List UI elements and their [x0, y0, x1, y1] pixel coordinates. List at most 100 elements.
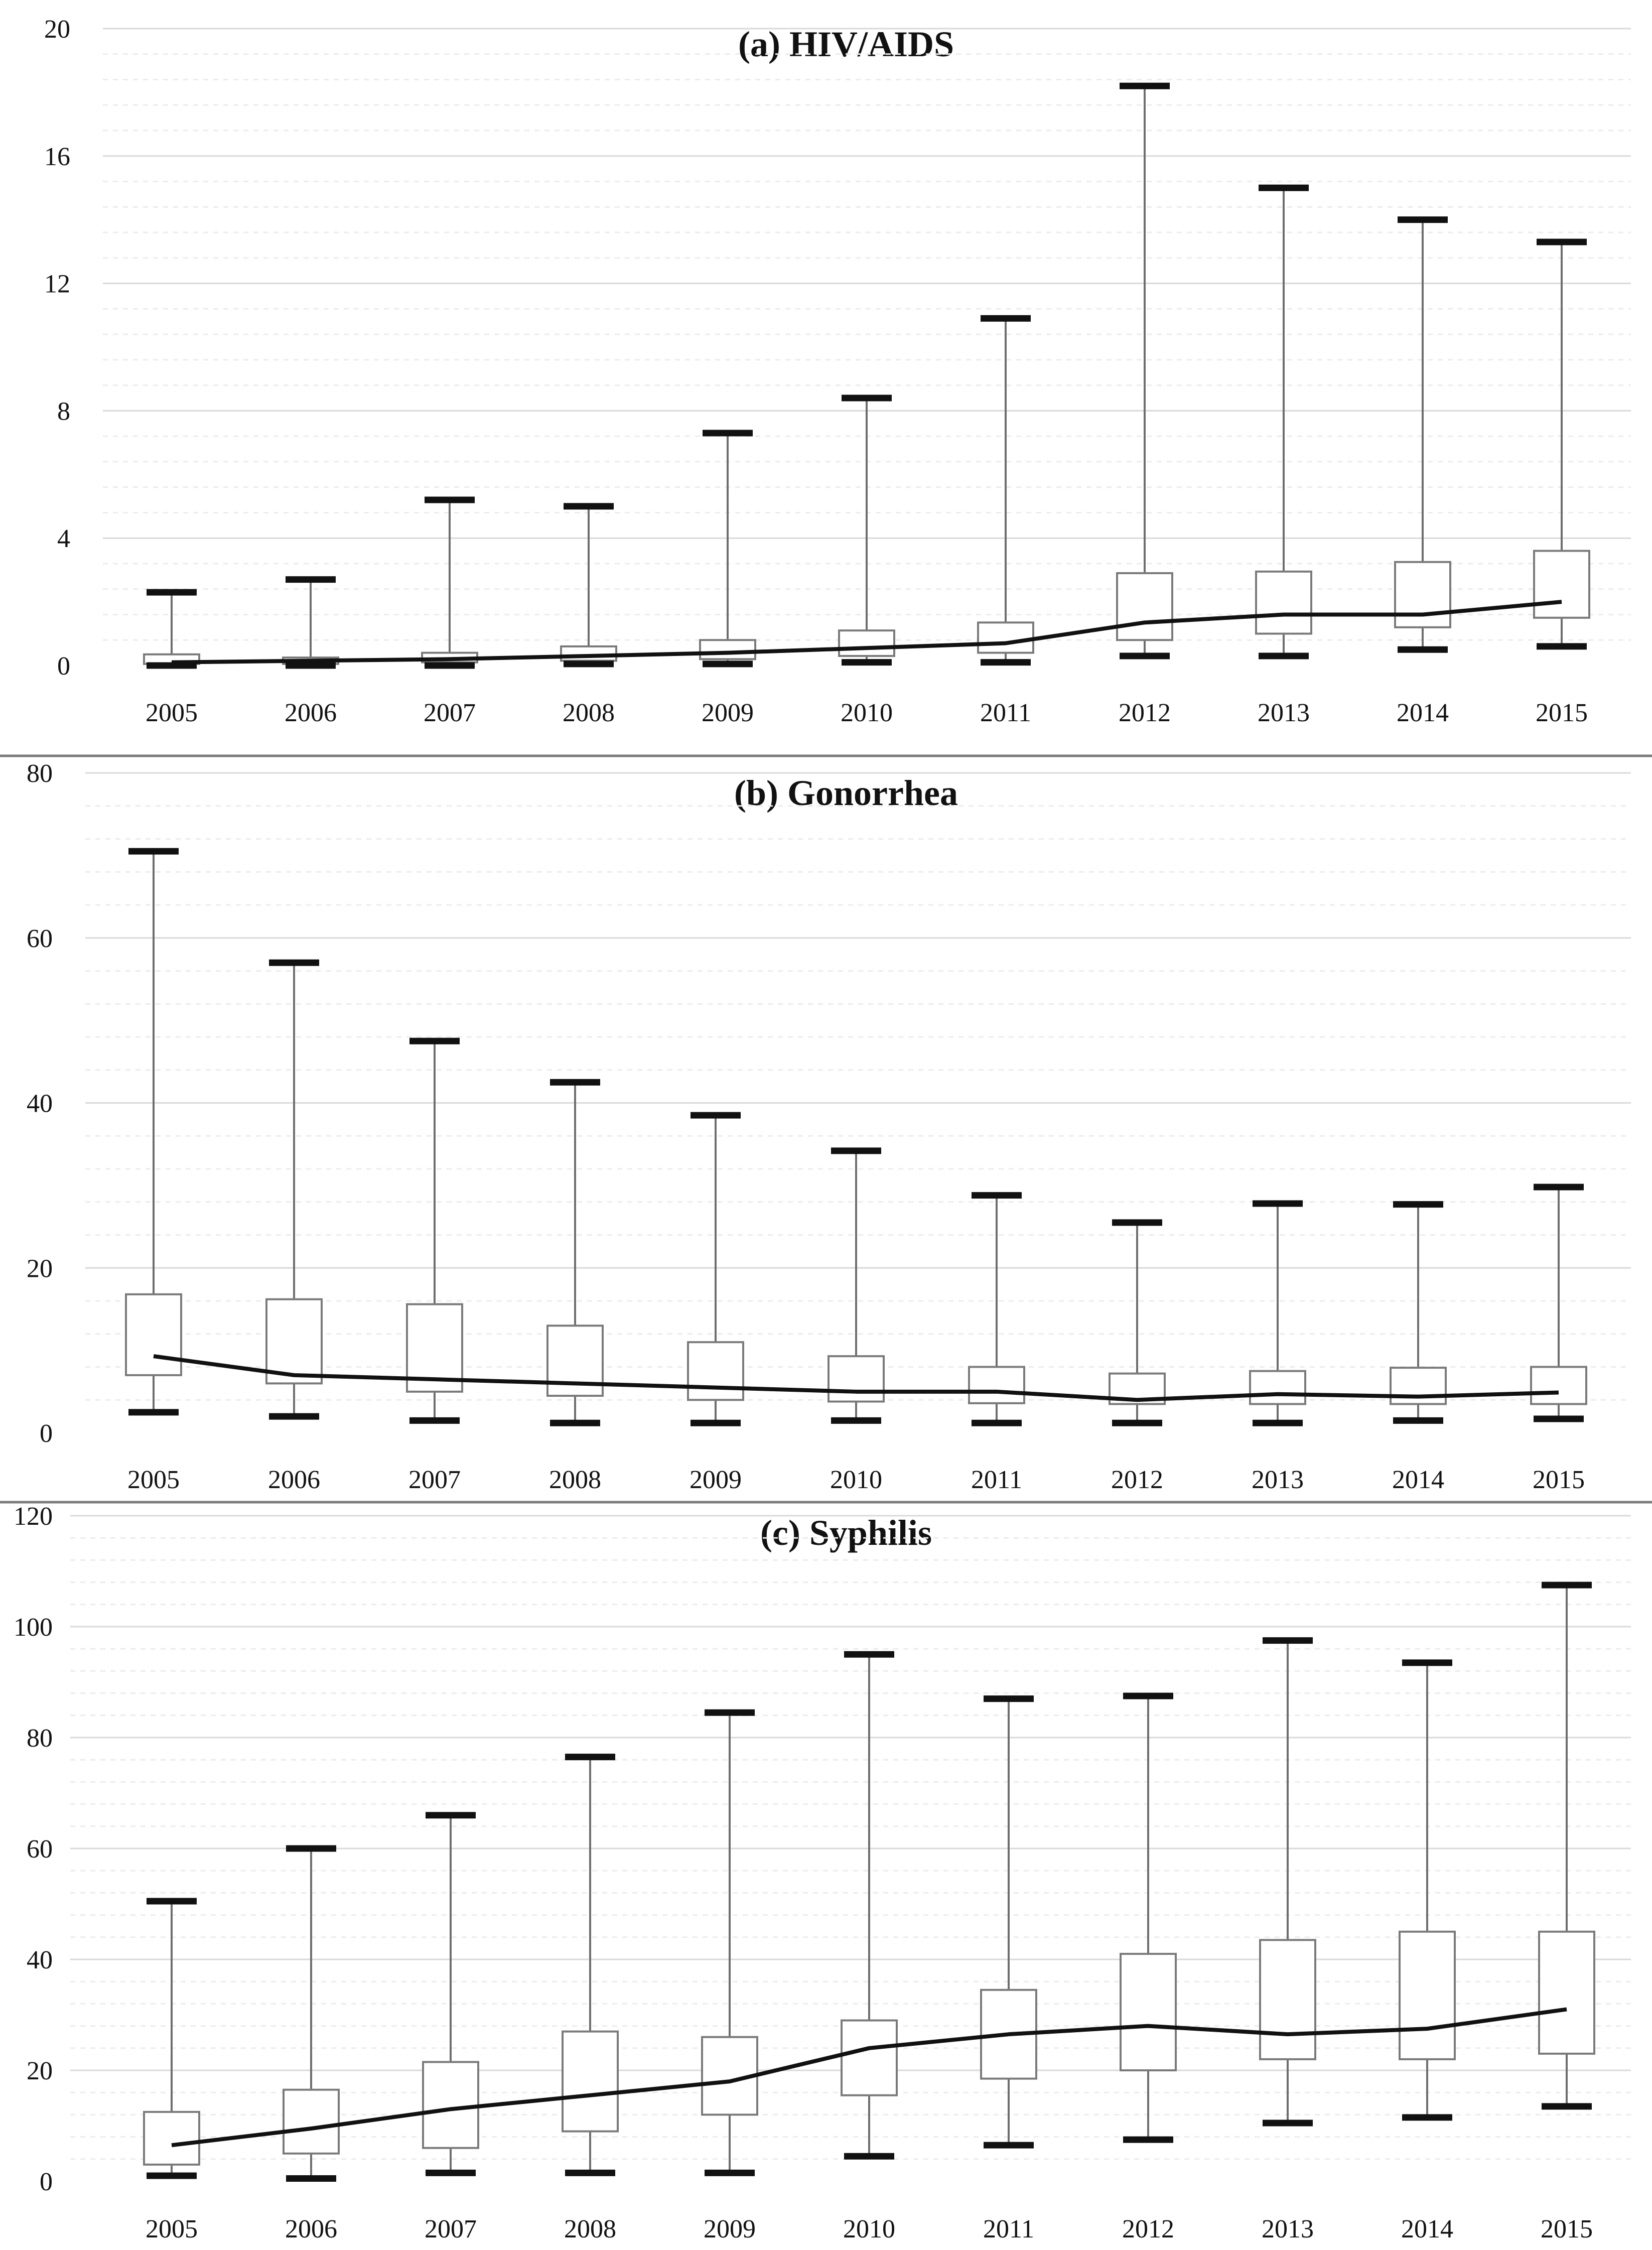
- x-tick-label: 2006: [285, 699, 337, 727]
- x-tick-label: 2005: [146, 699, 198, 727]
- box-iqr: [968, 1366, 1025, 1404]
- panel-title: (a) HIV/AIDS: [738, 24, 954, 64]
- box-iqr: [283, 2088, 340, 2155]
- x-tick-label: 2005: [146, 2215, 198, 2243]
- y-tick-label: 40: [27, 1946, 53, 1974]
- box-plot-2010: [841, 1651, 898, 2160]
- box-iqr: [687, 1341, 744, 1401]
- box-plot-2007: [406, 1037, 463, 1424]
- x-tick-label: 2010: [841, 699, 893, 727]
- y-tick-label: 100: [14, 1613, 53, 1642]
- y-tick-label: 40: [27, 1090, 53, 1118]
- x-tick-label: 2011: [980, 699, 1031, 727]
- y-tick-label: 4: [57, 524, 70, 553]
- box-plot-2008: [546, 1079, 604, 1426]
- box-plot-2011: [968, 1192, 1025, 1426]
- box-iqr: [1259, 1939, 1316, 2060]
- box-plot-2005: [143, 1898, 200, 2179]
- panel-title: (b) Gonorrhea: [734, 773, 958, 813]
- x-tick-label: 2009: [704, 2215, 756, 2243]
- box-plot-2008: [562, 1754, 619, 2176]
- box-iqr: [1394, 561, 1451, 628]
- y-tick-label: 20: [27, 1254, 53, 1283]
- x-tick-label: 2013: [1252, 1466, 1304, 1494]
- x-tick-label: 2014: [1397, 699, 1449, 727]
- box-iqr: [125, 1293, 182, 1376]
- panel-hiv-aids: (a) HIV/AIDS 0 4 8 12 16 20 2005 2006 2007 2008 2…: [44, 15, 1631, 727]
- box-iqr: [1249, 1370, 1306, 1405]
- x-tick-label: 2012: [1122, 2215, 1174, 2243]
- x-tick-label: 2005: [127, 1466, 180, 1494]
- x-tick-label: 2015: [1533, 1466, 1585, 1494]
- box-iqr: [1120, 1952, 1177, 2071]
- box-iqr: [1530, 1366, 1587, 1405]
- median-line: [171, 600, 1562, 665]
- x-tick-label: 2006: [268, 1466, 320, 1494]
- box-iqr: [838, 629, 895, 657]
- box-plot-2006: [282, 576, 339, 669]
- y-tick-label: 12: [44, 270, 70, 299]
- x-tick-label: 2014: [1392, 1466, 1444, 1494]
- box-plot-2006: [283, 1845, 340, 2182]
- box-plot-2012: [1109, 1219, 1166, 1426]
- x-tick-label: 2015: [1541, 2215, 1593, 2243]
- box-plot-2010: [838, 394, 895, 666]
- box-plot-2010: [828, 1147, 885, 1424]
- box-plot-2009: [701, 1709, 758, 2176]
- box-iqr: [422, 2061, 479, 2149]
- box-plot-2011: [977, 315, 1034, 666]
- x-tick-label: 2007: [424, 699, 476, 727]
- x-tick-label: 2012: [1119, 699, 1171, 727]
- box-iqr: [1255, 570, 1312, 635]
- y-tick-label: 20: [27, 2057, 53, 2085]
- box-plot-2011: [980, 1695, 1037, 2149]
- x-tick-label: 2010: [843, 2215, 895, 2243]
- box-iqr: [1399, 1930, 1456, 2060]
- x-tick-label: 2011: [983, 2215, 1034, 2243]
- box-iqr: [562, 2030, 619, 2133]
- box-plot-2008: [560, 503, 617, 668]
- median-line: [171, 2007, 1567, 2148]
- box-plot-2013: [1249, 1200, 1306, 1426]
- box-plot-2014: [1390, 1201, 1447, 1424]
- x-tick-label: 2007: [408, 1466, 461, 1494]
- box-plot-2013: [1255, 184, 1312, 659]
- box-plot-2015: [1538, 1581, 1595, 2110]
- y-tick-label: 80: [27, 759, 53, 788]
- box-plot-2013: [1259, 1637, 1316, 2127]
- x-tick-label: 2006: [285, 2215, 337, 2243]
- box-iqr: [977, 621, 1034, 654]
- x-tick-label: 2013: [1258, 699, 1310, 727]
- y-tick-label: 0: [40, 1419, 53, 1448]
- y-tick-label: 60: [27, 924, 53, 953]
- y-tick-label: 120: [14, 1502, 53, 1531]
- box-iqr: [1116, 572, 1173, 641]
- box-plot-2014: [1394, 216, 1451, 653]
- x-tick-label: 2010: [830, 1466, 882, 1494]
- x-tick-label: 2015: [1536, 699, 1588, 727]
- y-tick-label: 80: [27, 1724, 53, 1753]
- box-iqr: [265, 1298, 323, 1385]
- box-iqr: [1538, 1930, 1595, 2055]
- box-iqr: [841, 2019, 898, 2096]
- x-tick-label: 2008: [549, 1466, 601, 1494]
- box-plot-2009: [687, 1112, 744, 1426]
- panel-gonorrhea: (b) Gonorrhea 0 20 40 60 80 2005 2006 2007 2008…: [27, 759, 1631, 1494]
- box-plot-2005: [125, 848, 182, 1416]
- box-plot-2012: [1116, 82, 1173, 659]
- y-tick-label: 60: [27, 1835, 53, 1864]
- box-plot-2007: [422, 1812, 479, 2176]
- y-tick-label: 20: [44, 15, 70, 44]
- x-tick-label: 2012: [1111, 1466, 1163, 1494]
- box-plot-2015: [1530, 1183, 1587, 1422]
- x-tick-label: 2014: [1401, 2215, 1453, 2243]
- panel-syphilis: (c) Syphilis 0 20 40 60 80 100 120 2005 2006 200…: [14, 1502, 1631, 2243]
- y-tick-label: 0: [40, 2168, 53, 2196]
- y-tick-label: 16: [44, 143, 70, 171]
- box-plot-2006: [265, 959, 323, 1420]
- box-iqr: [699, 639, 756, 660]
- box-plot-2015: [1533, 238, 1590, 650]
- x-tick-label: 2008: [563, 699, 615, 727]
- x-tick-label: 2008: [564, 2215, 616, 2243]
